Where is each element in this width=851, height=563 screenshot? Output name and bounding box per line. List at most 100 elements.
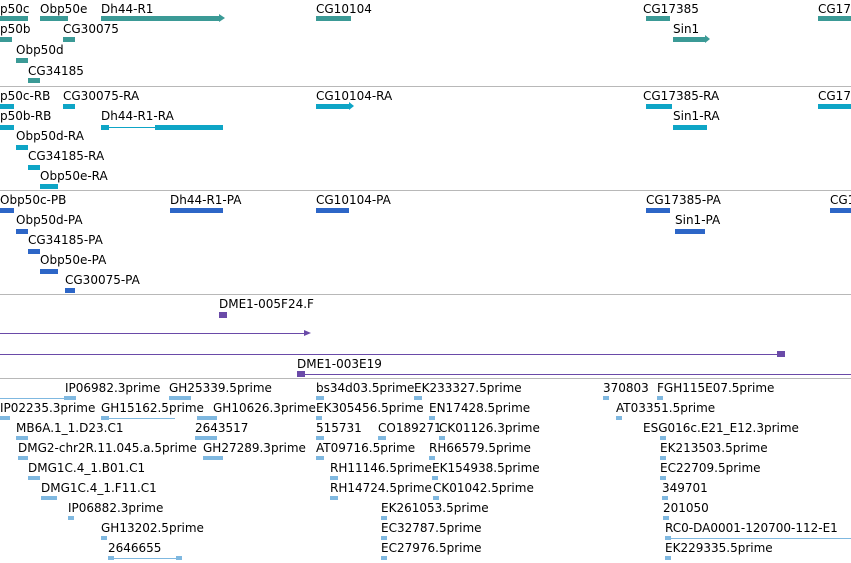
- est-label[interactable]: CK01042.5prime: [433, 481, 534, 495]
- est-feature[interactable]: [41, 496, 57, 500]
- gene-label-p50b[interactable]: p50b: [0, 22, 31, 36]
- est-label[interactable]: 349701: [662, 481, 708, 495]
- est-label[interactable]: GH15162.5prime: [101, 401, 204, 415]
- est-feature[interactable]: [660, 476, 666, 480]
- est-feature[interactable]: [16, 436, 28, 440]
- gene-feature-obp50e[interactable]: [40, 16, 68, 21]
- est-label[interactable]: AT03351.5prime: [616, 401, 716, 415]
- est-feature[interactable]: [433, 496, 439, 500]
- est-feature[interactable]: [330, 496, 338, 500]
- gene-feature-cg10104[interactable]: [316, 16, 351, 21]
- est-feature[interactable]: [316, 456, 324, 460]
- transcript-feature-sin1-ra[interactable]: [673, 125, 707, 130]
- est-feature[interactable]: [381, 536, 387, 540]
- est-feature[interactable]: [18, 456, 28, 460]
- est-feature[interactable]: [169, 396, 191, 400]
- est-feature[interactable]: [108, 556, 114, 560]
- gene-label-sin1[interactable]: Sin1: [673, 22, 700, 36]
- protein-feature-cg10104-pa[interactable]: [316, 208, 349, 213]
- est-feature[interactable]: [0, 398, 76, 399]
- protein-feature-cg30075-pa[interactable]: [65, 288, 75, 293]
- transcript-label-p50b-rb[interactable]: p50b-RB: [0, 109, 52, 123]
- protein-feature-cg1-partial[interactable]: [830, 208, 851, 213]
- est-feature[interactable]: [660, 436, 666, 440]
- est-label[interactable]: DMG2-chr2R.11.045.a.5prime: [18, 441, 197, 455]
- est-label[interactable]: 2643517: [195, 421, 249, 435]
- est-feature[interactable]: [28, 476, 40, 480]
- est-label[interactable]: EK233327.5prime: [414, 381, 522, 395]
- est-label[interactable]: 201050: [663, 501, 709, 515]
- est-label[interactable]: 370803: [603, 381, 649, 395]
- est-feature[interactable]: [432, 476, 438, 480]
- est-feature[interactable]: [203, 456, 223, 460]
- est-label[interactable]: AT09716.5prime: [316, 441, 416, 455]
- est-label[interactable]: GH13202.5prime: [101, 521, 204, 535]
- transcript-label-dh44-r1-ra[interactable]: Dh44-R1-RA: [101, 109, 174, 123]
- est-label[interactable]: IP06882.3prime: [68, 501, 164, 515]
- est-feature[interactable]: [381, 516, 387, 520]
- gene-feature-dh44-r1[interactable]: [101, 16, 219, 21]
- est-label[interactable]: EK229335.5prime: [665, 541, 773, 555]
- protein-label-obp50d-pa[interactable]: Obp50d-PA: [16, 213, 83, 227]
- transcript-label-obp50d-ra[interactable]: Obp50d-RA: [16, 129, 84, 143]
- est-label[interactable]: EK213503.5prime: [660, 441, 768, 455]
- est-label[interactable]: GH10626.3prime: [213, 401, 316, 415]
- est-feature[interactable]: [414, 396, 422, 400]
- protein-feature-obp50e-pa[interactable]: [40, 269, 58, 274]
- protein-feature-sin1-pa[interactable]: [675, 229, 705, 234]
- protein-feature-cg34185-pa[interactable]: [28, 249, 40, 254]
- gene-label-cg17385[interactable]: CG17385: [643, 2, 699, 16]
- est-feature[interactable]: [316, 436, 324, 440]
- est-feature[interactable]: [195, 436, 217, 440]
- est-label[interactable]: RH66579.5prime: [429, 441, 531, 455]
- transcript-label-p50c-rb[interactable]: p50c-RB: [0, 89, 51, 103]
- protein-label-cg30075-pa[interactable]: CG30075-PA: [65, 273, 140, 287]
- transcript-feature-p50b-rb[interactable]: [0, 125, 14, 130]
- protein-label-obp50c-pb[interactable]: Obp50c-PB: [0, 193, 67, 207]
- est-feature[interactable]: [429, 416, 435, 420]
- clone-span-dme1-003e19-right[interactable]: [305, 374, 851, 375]
- clone-span-dme1-005f24[interactable]: [0, 333, 306, 334]
- est-label[interactable]: DMG1C.4_1.F11.C1: [41, 481, 157, 495]
- gene-feature-cg17385[interactable]: [646, 16, 670, 21]
- est-feature[interactable]: [381, 556, 387, 560]
- est-label[interactable]: CO189271: [378, 421, 442, 435]
- protein-feature-obp50d-pa[interactable]: [16, 229, 28, 234]
- est-feature[interactable]: [108, 558, 182, 559]
- gene-label-obp50d[interactable]: Obp50d: [16, 43, 64, 57]
- est-label[interactable]: EC27976.5prime: [381, 541, 482, 555]
- gene-feature-cg17-partial[interactable]: [818, 16, 851, 21]
- est-label[interactable]: 515731: [316, 421, 362, 435]
- est-label[interactable]: RH14724.5prime: [330, 481, 432, 495]
- est-feature[interactable]: [101, 536, 107, 540]
- est-label[interactable]: DMG1C.4_1.B01.C1: [28, 461, 146, 475]
- protein-feature-obp50c-pb[interactable]: [0, 208, 14, 213]
- est-label[interactable]: EK261053.5prime: [381, 501, 489, 515]
- est-feature[interactable]: [662, 496, 668, 500]
- gene-feature-cg34185[interactable]: [28, 78, 40, 83]
- est-label[interactable]: RH11146.5prime: [330, 461, 432, 475]
- transcript-exon-dh44-r1-ra-2[interactable]: [155, 125, 223, 130]
- est-label[interactable]: IP02235.3prime: [0, 401, 96, 415]
- gene-label-cg34185[interactable]: CG34185: [28, 64, 84, 78]
- gene-label-cg10104[interactable]: CG10104: [316, 2, 372, 16]
- est-feature[interactable]: [657, 396, 663, 400]
- est-feature[interactable]: [101, 418, 175, 419]
- est-feature[interactable]: [330, 476, 338, 480]
- est-feature[interactable]: [378, 436, 386, 440]
- est-label[interactable]: EC22709.5prime: [660, 461, 761, 475]
- est-feature[interactable]: [603, 396, 609, 400]
- gene-label-p50c[interactable]: p50c: [0, 2, 30, 16]
- gene-feature-p50c[interactable]: [0, 16, 28, 21]
- clone-span-dme1-003e19-left[interactable]: [0, 354, 780, 355]
- transcript-label-cg34185-ra[interactable]: CG34185-RA: [28, 149, 105, 163]
- est-label[interactable]: EK305456.5prime: [316, 401, 424, 415]
- est-feature[interactable]: [660, 456, 666, 460]
- clone-end-dme1-003e19-right[interactable]: [297, 371, 305, 377]
- est-label[interactable]: RC0-DA0001-120700-112-E1: [665, 521, 838, 535]
- est-feature[interactable]: [316, 396, 324, 400]
- transcript-feature-cg17-partial[interactable]: [818, 104, 851, 109]
- est-label[interactable]: 2646655: [108, 541, 162, 555]
- est-feature[interactable]: [0, 416, 10, 420]
- est-feature[interactable]: [68, 516, 74, 520]
